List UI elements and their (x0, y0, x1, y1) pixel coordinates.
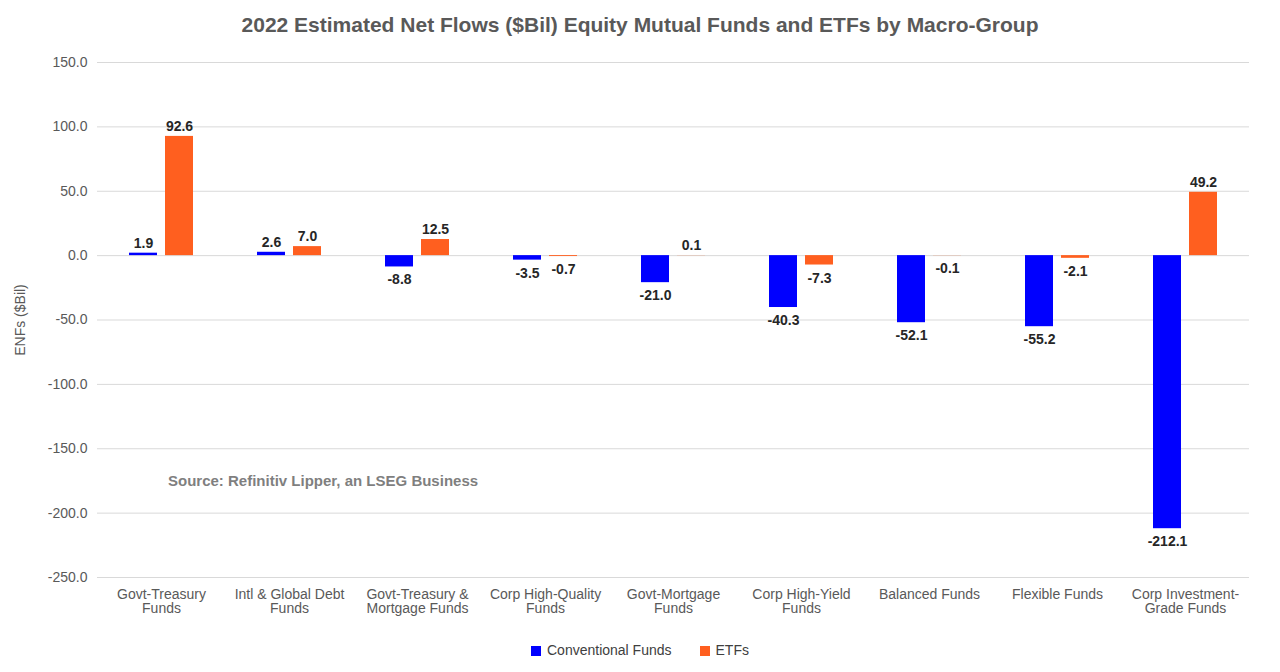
svg-text:-3.5: -3.5 (515, 265, 539, 281)
svg-text:0.0: 0.0 (68, 247, 88, 263)
svg-text:-50.0: -50.0 (56, 311, 88, 327)
svg-text:Govt-MortgageFunds: Govt-MortgageFunds (627, 586, 721, 616)
svg-text:Govt-TreasuryFunds: Govt-TreasuryFunds (117, 586, 206, 616)
svg-text:7.0: 7.0 (298, 228, 318, 244)
svg-text:0.1: 0.1 (682, 237, 702, 253)
svg-text:-0.7: -0.7 (551, 261, 575, 277)
svg-text:-250.0: -250.0 (48, 569, 88, 585)
svg-text:-8.8: -8.8 (387, 271, 411, 287)
svg-text:Balanced Funds: Balanced Funds (879, 586, 980, 602)
svg-text:Corp High-YieldFunds: Corp High-YieldFunds (752, 586, 850, 616)
svg-text:1.9: 1.9 (134, 235, 154, 251)
svg-text:-40.3: -40.3 (768, 312, 800, 328)
svg-text:49.2: 49.2 (1190, 174, 1217, 190)
svg-text:-150.0: -150.0 (48, 440, 88, 456)
svg-text:-21.0: -21.0 (640, 287, 672, 303)
svg-text:2.6: 2.6 (262, 234, 282, 250)
svg-text:50.0: 50.0 (60, 183, 87, 199)
svg-text:92.6: 92.6 (166, 118, 193, 134)
html-text:Conventional Funds: Conventional Funds (547, 641, 672, 658)
html-text:2022 Estimated Net Flows ($Bil: 2022 Estimated Net Flows ($Bil) Equity M… (241, 13, 1039, 36)
svg-text:100.0: 100.0 (52, 118, 87, 134)
svg-text:150.0: 150.0 (52, 54, 87, 70)
svg-text:-200.0: -200.0 (48, 505, 88, 521)
svg-text:Govt-Treasury &Mortgage Funds: Govt-Treasury &Mortgage Funds (366, 586, 469, 616)
svg-text:-52.1: -52.1 (896, 327, 928, 343)
svg-text:-100.0: -100.0 (48, 376, 88, 392)
svg-text:-7.3: -7.3 (807, 270, 831, 286)
svg-text:Intl & Global DebtFunds: Intl & Global DebtFunds (235, 586, 345, 616)
svg-text:-212.1: -212.1 (1148, 533, 1188, 549)
svg-text:Corp Investment-Grade Funds: Corp Investment-Grade Funds (1132, 586, 1240, 616)
svg-text:-55.2: -55.2 (1024, 331, 1056, 347)
svg-text:-0.1: -0.1 (935, 260, 959, 276)
html-text:ETFs: ETFs (715, 641, 749, 658)
html-text:Source: Refinitiv Lipper, an L: Source: Refinitiv Lipper, an LSEG Busine… (168, 472, 479, 489)
svg-text:12.5: 12.5 (422, 221, 449, 237)
svg-text:ENFs ($Bil): ENFs ($Bil) (12, 284, 28, 356)
svg-text:-2.1: -2.1 (1063, 263, 1087, 279)
svg-text:Corp High-QualityFunds: Corp High-QualityFunds (490, 586, 601, 616)
svg-text:Flexible Funds: Flexible Funds (1012, 586, 1103, 602)
